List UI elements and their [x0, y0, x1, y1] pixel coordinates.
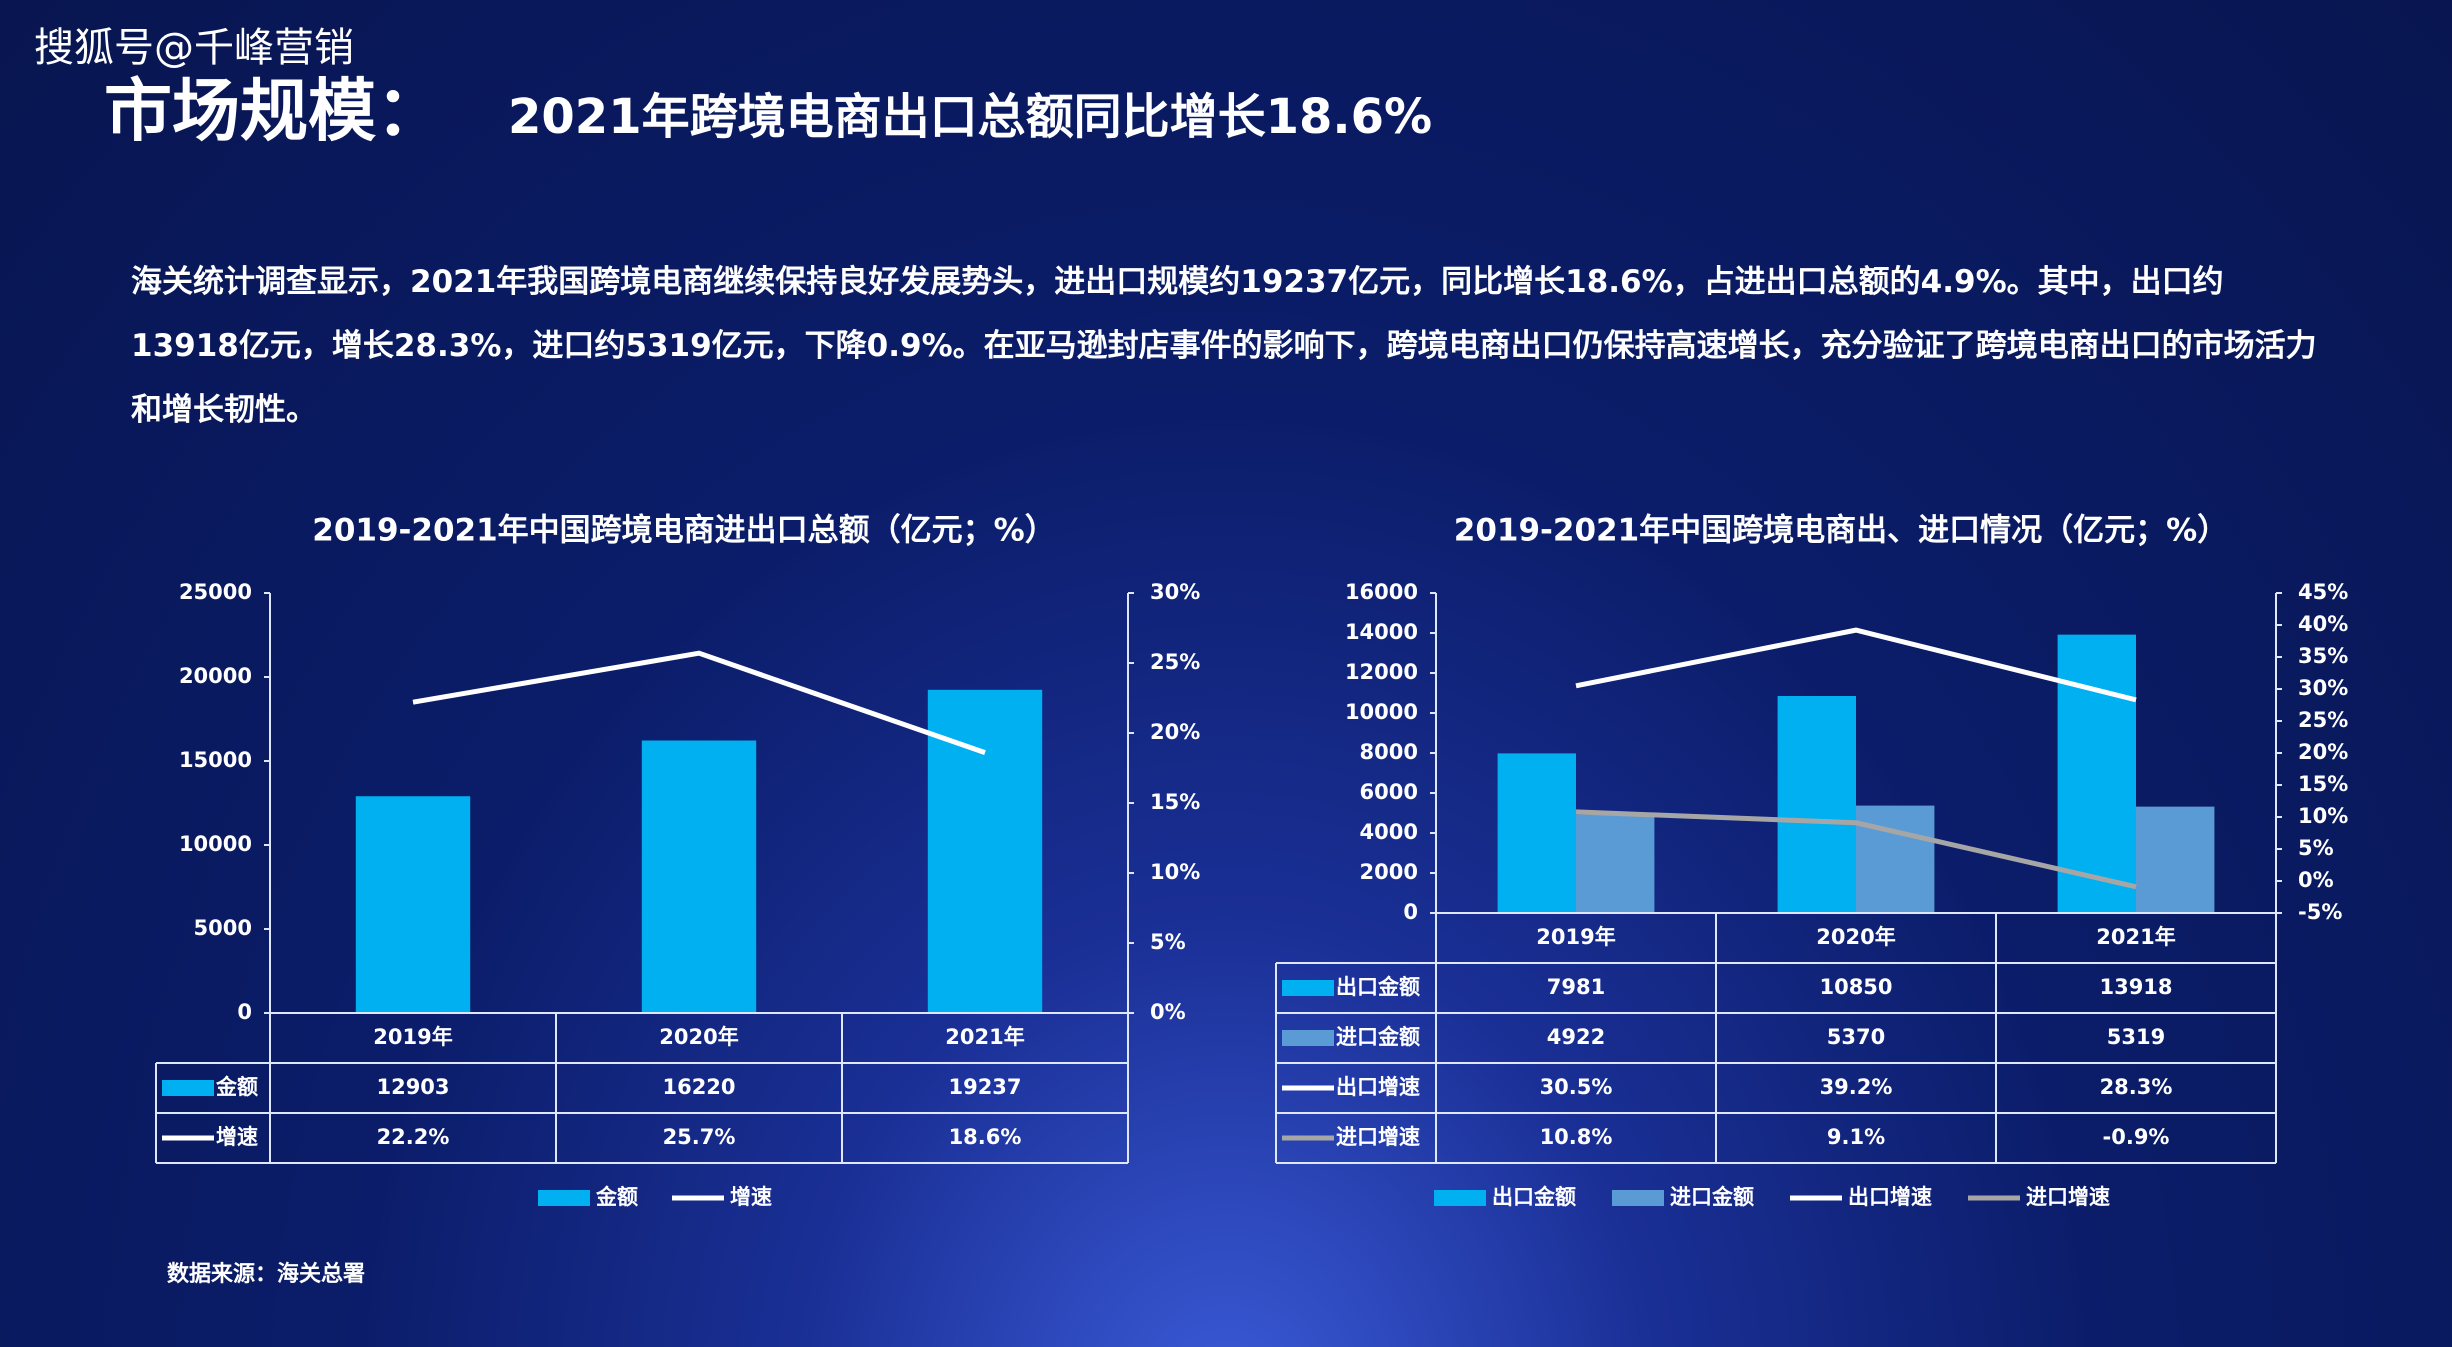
y2-tick-label: 20% — [2298, 740, 2348, 764]
table-cell: 22.2% — [377, 1125, 450, 1149]
paragraph: 海关统计调查显示，2021年我国跨境电商继续保持良好发展势头，进出口规模约192… — [131, 264, 2317, 428]
line-series — [412, 650, 986, 755]
legend-label: 增速 — [730, 1185, 772, 1209]
y2-tick-label: 5% — [1150, 930, 1186, 954]
y2-tick-label: 15% — [1150, 790, 1200, 814]
y-tick-label: 14000 — [1345, 620, 1418, 644]
legend-swatch — [538, 1190, 590, 1206]
y-tick-label: 10000 — [1345, 700, 1418, 724]
table-swatch — [1282, 980, 1334, 996]
watermark: 搜狐号@千峰营销 — [34, 25, 354, 71]
headline: 2021年跨境电商出口总额同比增长18.6% — [508, 89, 1432, 145]
table-cell: 5370 — [1827, 1025, 1885, 1049]
legend-label: 金额 — [595, 1185, 638, 1209]
legend-label: 进口金额 — [1670, 1185, 1754, 1209]
y-tick-label: 0 — [1403, 900, 1418, 924]
table-cell: 25.7% — [663, 1125, 736, 1149]
slide-title: 市场规模： — [104, 73, 444, 152]
y2-tick-label: 25% — [1150, 650, 1200, 674]
legend-label: 出口增速 — [1848, 1185, 1932, 1209]
line-series — [1575, 809, 2137, 890]
y2-tick-label: 0% — [1150, 1000, 1186, 1024]
y2-tick-label: 35% — [2298, 644, 2348, 668]
table-row-label: 金额 — [215, 1075, 258, 1099]
x-tick-label: 2020年 — [1816, 925, 1895, 949]
chart-title: 2019-2021年中国跨境电商进出口总额（亿元；%） — [312, 513, 1055, 549]
y2-tick-label: 20% — [1150, 720, 1200, 744]
table-cell: 28.3% — [2100, 1075, 2173, 1099]
legend-swatch — [1434, 1190, 1486, 1206]
legend-swatch — [1612, 1190, 1664, 1206]
x-tick-label: 2020年 — [659, 1025, 738, 1049]
table-row-label: 进口增速 — [1336, 1125, 1420, 1149]
y-tick-label: 0 — [237, 1000, 252, 1024]
bar — [2136, 806, 2215, 913]
x-tick-label: 2021年 — [2096, 925, 2175, 949]
bar — [641, 740, 757, 1013]
bar — [1777, 696, 1856, 913]
bar — [1497, 753, 1576, 913]
source: 数据来源：海关总署 — [167, 1261, 365, 1287]
y-tick-label: 20000 — [179, 664, 252, 688]
x-tick-label: 2021年 — [945, 1025, 1024, 1049]
bar — [927, 689, 1043, 1013]
y2-tick-label: 25% — [2298, 708, 2348, 732]
y-tick-label: 6000 — [1360, 780, 1418, 804]
table-row-label: 出口金额 — [1336, 975, 1420, 999]
table-cell: 10.8% — [1540, 1125, 1613, 1149]
table-cell: -0.9% — [2103, 1125, 2170, 1149]
y2-tick-label: 40% — [2298, 612, 2348, 636]
table-cell: 12903 — [376, 1075, 449, 1099]
y-tick-label: 25000 — [179, 580, 252, 604]
y-tick-label: 12000 — [1345, 660, 1418, 684]
y2-tick-label: 10% — [2298, 804, 2348, 828]
y-tick-label: 2000 — [1360, 860, 1418, 884]
y2-tick-label: 10% — [1150, 860, 1200, 884]
chart-title: 2019-2021年中国跨境电商出、进口情况（亿元；%） — [1454, 513, 2228, 549]
y2-tick-label: 15% — [2298, 772, 2348, 796]
table-cell: 5319 — [2107, 1025, 2165, 1049]
table-row-label: 进口金额 — [1336, 1025, 1420, 1049]
y-tick-label: 10000 — [179, 832, 252, 856]
y-tick-label: 4000 — [1360, 820, 1418, 844]
table-cell: 16220 — [662, 1075, 735, 1099]
table-cell: 19237 — [948, 1075, 1021, 1099]
table-cell: 30.5% — [1540, 1075, 1613, 1099]
x-tick-label: 2019年 — [373, 1025, 452, 1049]
legend-label: 进口增速 — [2026, 1185, 2110, 1209]
table-cell: 7981 — [1547, 975, 1605, 999]
table-cell: 13918 — [2099, 975, 2172, 999]
y-tick-label: 15000 — [179, 748, 252, 772]
y2-tick-label: 0% — [2298, 868, 2334, 892]
y-tick-label: 16000 — [1345, 580, 1418, 604]
y-tick-label: 8000 — [1360, 740, 1418, 764]
table-cell: 39.2% — [1820, 1075, 1893, 1099]
x-tick-label: 2019年 — [1536, 925, 1615, 949]
bar — [1856, 805, 1935, 913]
y2-tick-label: 45% — [2298, 580, 2348, 604]
table-cell: 9.1% — [1827, 1125, 1885, 1149]
y2-tick-label: 30% — [2298, 676, 2348, 700]
y2-tick-label: 30% — [1150, 580, 1200, 604]
table-cell: 4922 — [1547, 1025, 1605, 1049]
table-row-label: 出口增速 — [1336, 1075, 1420, 1099]
table-cell: 10850 — [1819, 975, 1892, 999]
line-series — [1575, 627, 2137, 703]
legend-label: 出口金额 — [1492, 1185, 1576, 1209]
table-swatch — [1282, 1030, 1334, 1046]
table-row-label: 增速 — [216, 1125, 258, 1149]
y-tick-label: 5000 — [194, 916, 252, 940]
y2-tick-label: 5% — [2298, 836, 2334, 860]
bar — [1576, 814, 1655, 913]
table-cell: 18.6% — [949, 1125, 1022, 1149]
table-swatch — [162, 1080, 214, 1096]
bar — [355, 796, 471, 1013]
y2-tick-label: -5% — [2298, 900, 2342, 924]
